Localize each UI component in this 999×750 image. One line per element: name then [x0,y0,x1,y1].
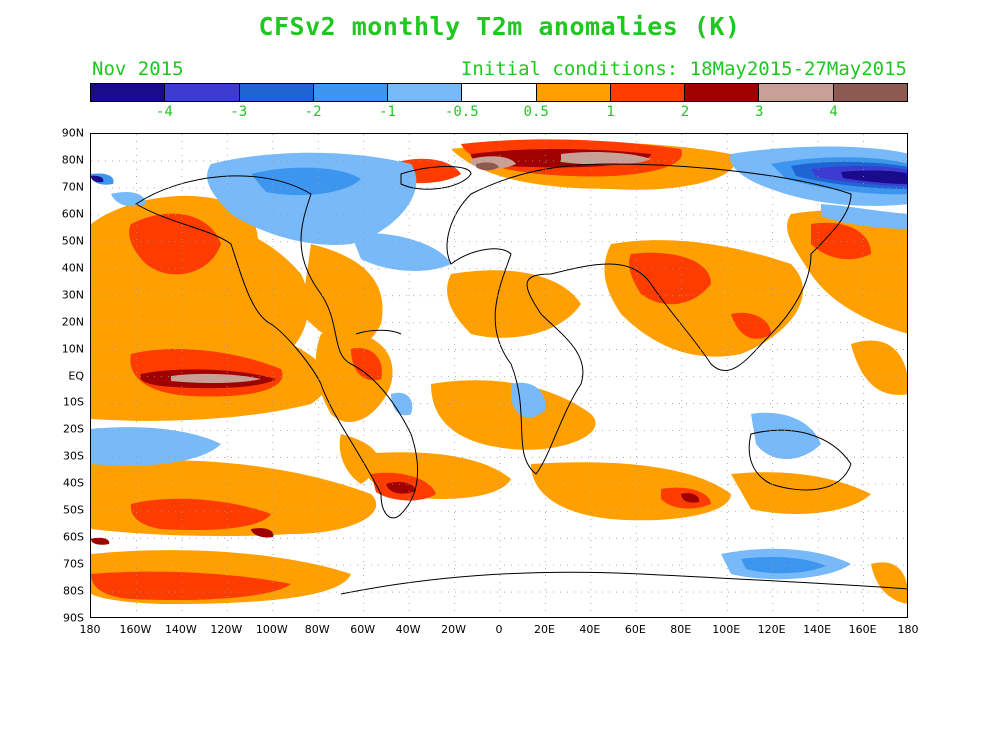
latitude-label: 70N [61,180,84,194]
colorbar-segment [313,84,389,101]
colorbar-tick-label: 1 [606,104,615,120]
latitude-label: 20N [61,315,84,329]
latitude-label: 20S [63,422,84,436]
latitude-label: 60N [61,207,84,221]
latitude-label: 70S [63,557,84,571]
colorbar-segment [833,84,907,101]
longitude-label: 80E [670,623,692,636]
colorbar-tick-label: -3 [230,104,248,120]
colorbar-segment [685,84,760,101]
colorbar-segment [388,84,463,101]
coastlines [135,163,907,595]
longitude-label: 0 [495,623,503,636]
forecast-month: Nov 2015 [92,58,184,80]
latitude-label: 10N [61,342,84,356]
colorbar-segment [239,84,314,101]
longitude-label: 180 [79,623,101,636]
latitude-label: 80N [61,153,84,167]
colorbar-tick-label: 2 [680,104,690,120]
longitude-label: 40E [579,623,601,636]
longitude-label: 60E [624,623,646,636]
colorbar-tick-label: -1 [379,104,396,120]
longitude-label: 160E [848,623,877,636]
latitude-label: 30N [61,288,84,302]
longitude-label: 120E [757,623,786,636]
colorbar [90,83,908,102]
latitude-label: 10S [63,395,84,409]
latitude-label: 50N [61,234,84,248]
longitude-label: 140E [803,623,832,636]
latitude-label: 60S [63,530,84,544]
longitude-label: 100E [712,623,741,636]
longitude-label: 20E [533,623,555,636]
anomaly-layer-4 [476,162,499,171]
latitude-label: 90N [61,126,84,140]
longitude-label: 40W [395,623,421,636]
latitude-label: 80S [63,584,84,598]
longitude-label: 80W [304,623,330,636]
longitude-label: 140W [164,623,197,636]
latitude-label: 90S [63,611,84,625]
latitude-label: EQ [68,369,84,382]
colorbar-tick-label: -2 [304,104,322,120]
map-svg [91,134,907,617]
colorbar-segment [759,84,834,101]
colorbar-tick-label: 4 [829,104,838,120]
longitude-label: 20W [441,623,466,636]
latitude-label: 40S [63,476,84,490]
longitude-label: 160W [119,623,152,636]
colorbar-segment [536,84,611,101]
anomaly-map [90,133,908,618]
initial-conditions: Initial conditions: 18May2015-27May2015 [460,58,907,80]
chart-title: CFSv2 monthly T2m anomalies (K) [258,12,741,41]
colorbar-segment [610,84,686,101]
colorbar-tick-label: -4 [155,104,173,120]
longitude-label: 100W [255,623,288,636]
latitude-label: 30S [63,449,84,463]
longitude-label: 180 [897,623,919,636]
latitude-label: 40N [61,261,84,275]
longitude-label: 120W [210,623,243,636]
longitude-label: 60W [350,623,376,636]
colorbar-segment [91,84,166,101]
colorbar-segment [165,84,240,101]
colorbar-tick-label: 0.5 [523,104,549,120]
colorbar-tick-label: 3 [755,104,764,120]
colorbar-tick-label: -0.5 [444,104,479,120]
anomaly-layer-neg-4 [91,170,907,184]
latitude-label: 50S [63,503,84,517]
colorbar-segment [462,84,537,101]
